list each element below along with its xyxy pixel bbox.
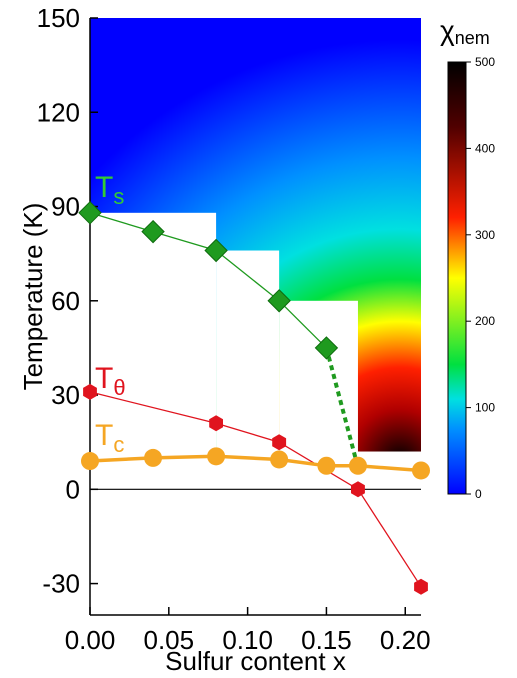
y-tick-label: 90 — [51, 192, 80, 222]
tc-marker — [81, 452, 99, 471]
series-markers-1 — [83, 383, 428, 595]
series-markers-0 — [78, 201, 339, 360]
ttheta-marker — [272, 434, 287, 451]
tc-marker — [144, 448, 163, 467]
ttheta-marker — [414, 578, 428, 595]
y-tick-label: 0 — [66, 474, 80, 504]
ts-marker — [141, 219, 165, 244]
colorbar-tick-label: 100 — [475, 401, 495, 415]
ts-marker — [78, 201, 102, 225]
y-tick-label: -30 — [42, 569, 80, 599]
ttheta-marker — [351, 481, 365, 498]
x-tick-label: 0.05 — [144, 625, 195, 655]
x-axis-label: Sulfur content x — [165, 646, 346, 676]
y-tick-label: 150 — [37, 3, 80, 33]
series-label-0: Ts — [95, 171, 124, 209]
heatmap-mask-1 — [216, 250, 280, 615]
ts-marker — [204, 238, 228, 263]
tc-marker — [348, 456, 367, 475]
heatmap-mask-3 — [357, 451, 421, 615]
colorbar-tick-label: 0 — [475, 487, 482, 501]
x-tick-label: 0.15 — [301, 625, 352, 655]
series-labels: Ts Tθ Tc — [95, 171, 126, 457]
data-series — [78, 201, 430, 595]
ttheta-marker — [209, 415, 223, 432]
series-label-1: Tθ — [95, 362, 126, 400]
tc-marker — [412, 461, 430, 480]
colorbar-tick-label: 500 — [475, 55, 495, 69]
x-tick-label: 0.20 — [380, 625, 431, 655]
x-tick-label: 0.10 — [222, 625, 273, 655]
ts-marker — [314, 336, 339, 360]
y-tick-label: 30 — [51, 380, 80, 410]
colorbar-tick-label: 300 — [475, 228, 495, 242]
y-axis-label: Temperature (K) — [18, 203, 48, 391]
heatmap-mask-2 — [279, 300, 358, 615]
tc-marker — [270, 450, 289, 469]
colorbar-tick-label: 200 — [475, 314, 495, 328]
axes: -30 0 30 60 90 120 150 0.00 0.05 0.10 0.15 0.20 Sulf… — [18, 3, 431, 676]
ttheta-marker — [83, 383, 97, 400]
colorbar-gradient — [447, 61, 467, 495]
colorbar-title: χnem — [440, 15, 490, 48]
y-tick-label: 120 — [37, 97, 80, 127]
series-label-2: Tc — [95, 419, 124, 457]
tc-marker — [317, 456, 336, 475]
ts-marker — [267, 289, 291, 313]
series-dashed-extension — [324, 347, 360, 468]
series-markers-2 — [81, 447, 430, 480]
heatmap-mask-0 — [90, 212, 217, 615]
heatmap-region — [90, 18, 421, 615]
x-tick-label: 0.00 — [65, 625, 116, 655]
tc-marker — [207, 447, 226, 466]
colorbar: 0 100 200 300 400 500 χnem — [440, 15, 495, 501]
y-tick-label: 60 — [51, 286, 80, 316]
colorbar-tick-label: 400 — [475, 141, 495, 155]
